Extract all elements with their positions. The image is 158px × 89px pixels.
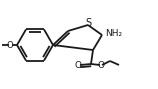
Text: O: O bbox=[75, 61, 82, 70]
Text: S: S bbox=[85, 19, 91, 28]
Text: O: O bbox=[7, 40, 13, 49]
Text: NH₂: NH₂ bbox=[105, 29, 122, 39]
Text: CH₃: CH₃ bbox=[0, 40, 1, 49]
Text: O: O bbox=[97, 61, 104, 70]
